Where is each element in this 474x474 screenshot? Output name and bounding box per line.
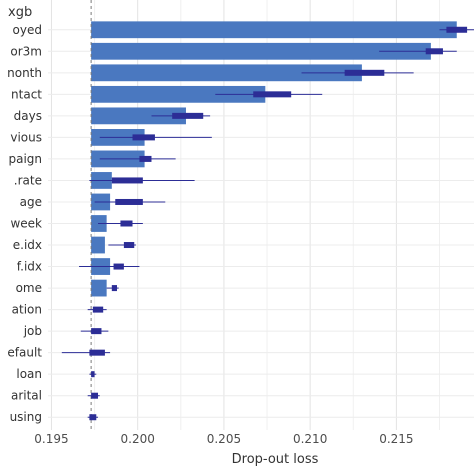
x-tick-label: 0.205 (207, 432, 241, 446)
category-label: arital (11, 389, 42, 403)
loss-box (91, 392, 99, 399)
loss-box (172, 112, 204, 119)
category-label: .rate (14, 173, 42, 187)
bars (91, 21, 457, 297)
category-label: f.idx (17, 260, 42, 274)
loss-box (115, 198, 143, 205)
loss-box (89, 349, 105, 356)
loss-box (120, 220, 133, 227)
loss-box (113, 263, 124, 270)
loss-box (425, 48, 443, 55)
category-label: using (10, 410, 42, 424)
x-axis-label: Drop-out loss (232, 452, 319, 467)
category-label: ome (16, 281, 42, 295)
loss-box (253, 91, 292, 98)
category-label: paign (8, 152, 42, 166)
loss-box (91, 328, 102, 335)
category-label: nonth (7, 66, 42, 80)
bar (91, 85, 266, 103)
bar (91, 42, 431, 60)
loss-box (123, 242, 135, 249)
category-label: ation (12, 303, 42, 317)
x-tick-label: 0.215 (379, 432, 413, 446)
loss-box (89, 414, 97, 421)
x-tick-labels: 0.195 0.200 0.205 0.210 0.215 (34, 432, 413, 446)
category-label: vious (10, 130, 42, 144)
category-label: efault (7, 346, 42, 360)
x-tick-label: 0.200 (121, 432, 155, 446)
loss-box (91, 371, 95, 378)
chart-title: xgb (8, 5, 32, 20)
category-label: e.idx (13, 238, 42, 252)
bar (91, 236, 105, 254)
category-label: job (23, 324, 42, 338)
loss-box (139, 155, 152, 162)
x-tick-label: 0.210 (293, 432, 327, 446)
category-label: ntact (11, 87, 42, 101)
bar (91, 279, 107, 297)
category-label: age (20, 195, 42, 209)
loss-box (92, 306, 104, 313)
category-label: oyed (13, 23, 42, 37)
category-label: week (10, 217, 42, 231)
x-tick-label: 0.195 (34, 432, 68, 446)
loss-box (111, 177, 143, 184)
loss-box (111, 285, 117, 292)
category-label: days (14, 109, 42, 123)
bar (91, 107, 186, 125)
bar (91, 64, 362, 82)
loss-box (446, 26, 468, 33)
loss-box (344, 69, 385, 76)
category-label: loan (16, 367, 42, 381)
loss-box (132, 134, 155, 141)
category-labels: oyed or3m nonth ntact days vious paign .rate age… (7, 23, 42, 424)
loss-ranges (61, 26, 474, 421)
category-label: or3m (10, 44, 42, 58)
bar (91, 21, 457, 39)
